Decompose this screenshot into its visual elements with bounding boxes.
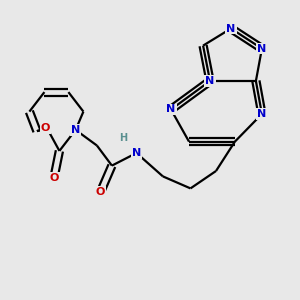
Text: O: O	[96, 187, 105, 197]
Text: N: N	[257, 109, 266, 119]
Text: N: N	[226, 23, 236, 34]
Text: H: H	[119, 133, 127, 143]
Text: N: N	[167, 104, 176, 115]
Text: O: O	[41, 123, 50, 134]
Text: N: N	[257, 44, 266, 54]
Text: N: N	[71, 125, 80, 135]
Text: N: N	[132, 148, 141, 158]
Text: O: O	[49, 172, 59, 183]
Text: N: N	[206, 76, 214, 86]
